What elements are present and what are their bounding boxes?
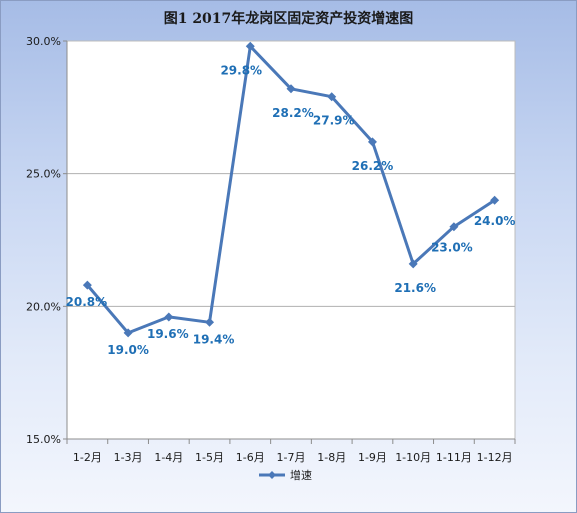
chart-title: 图1 2017年龙岗区固定资产投资增速图 [163, 11, 414, 27]
data-labels: 20.8% 19.0% 19.6% 19.4% 29.8% 28.2%27.9% 26.2%… [66, 63, 516, 357]
data-label: 24.0% [474, 214, 516, 228]
data-label: 27.9% [313, 114, 355, 128]
x-tick-label: 1-5月 [195, 451, 224, 464]
y-tick-label: 15.0% [26, 433, 61, 446]
y-tick-label: 25.0% [26, 168, 61, 181]
data-point-marker [327, 92, 337, 102]
legend-diamond-marker [268, 471, 276, 479]
x-tick-label: 1-11月 [436, 451, 472, 464]
data-point-marker [286, 84, 296, 94]
data-label: 28.2% [272, 106, 314, 120]
data-point-marker [245, 41, 255, 51]
x-tick-label: 1-3月 [114, 451, 143, 464]
data-point-marker [367, 137, 377, 147]
legend-label: 增速 [290, 468, 312, 482]
x-tick-label: 1-12月 [477, 451, 513, 464]
x-tick-label: 1-9月 [358, 451, 387, 464]
data-point-marker [408, 259, 418, 269]
data-point-marker [123, 328, 133, 338]
gridlines [67, 173, 515, 307]
data-point-marker [82, 280, 92, 290]
x-tick-label: 1-8月 [317, 451, 346, 464]
data-label: 20.8% [66, 295, 108, 309]
data-label: 23.0% [431, 241, 473, 255]
axes: 15.0% 20.0% 25.0% 30.0% 1-2月 1-3月 1-4月 1-5月 1-6月… [26, 35, 516, 464]
data-label: 19.6% [147, 327, 189, 341]
data-label: 29.8% [220, 63, 262, 77]
series-layer [82, 41, 500, 338]
x-tick-label: 1-7月 [277, 451, 306, 464]
data-point-marker [164, 312, 174, 322]
data-point-marker [205, 317, 215, 327]
x-tick-label: 1-6月 [236, 451, 265, 464]
x-tick-label: 1-10月 [395, 451, 431, 464]
y-tick-label: 30.0% [26, 35, 61, 48]
x-tick-label: 1-4月 [154, 451, 183, 464]
x-tick-label: 1-2月 [73, 451, 102, 464]
y-tick-label: 20.0% [26, 300, 61, 313]
legend: 增速 [259, 468, 312, 482]
data-point-marker [449, 222, 459, 232]
data-label: 19.4% [193, 332, 235, 346]
data-label: 19.0% [107, 343, 149, 357]
data-label: 26.2% [352, 159, 394, 173]
data-label: 21.6% [394, 281, 436, 295]
data-point-marker [490, 195, 500, 205]
